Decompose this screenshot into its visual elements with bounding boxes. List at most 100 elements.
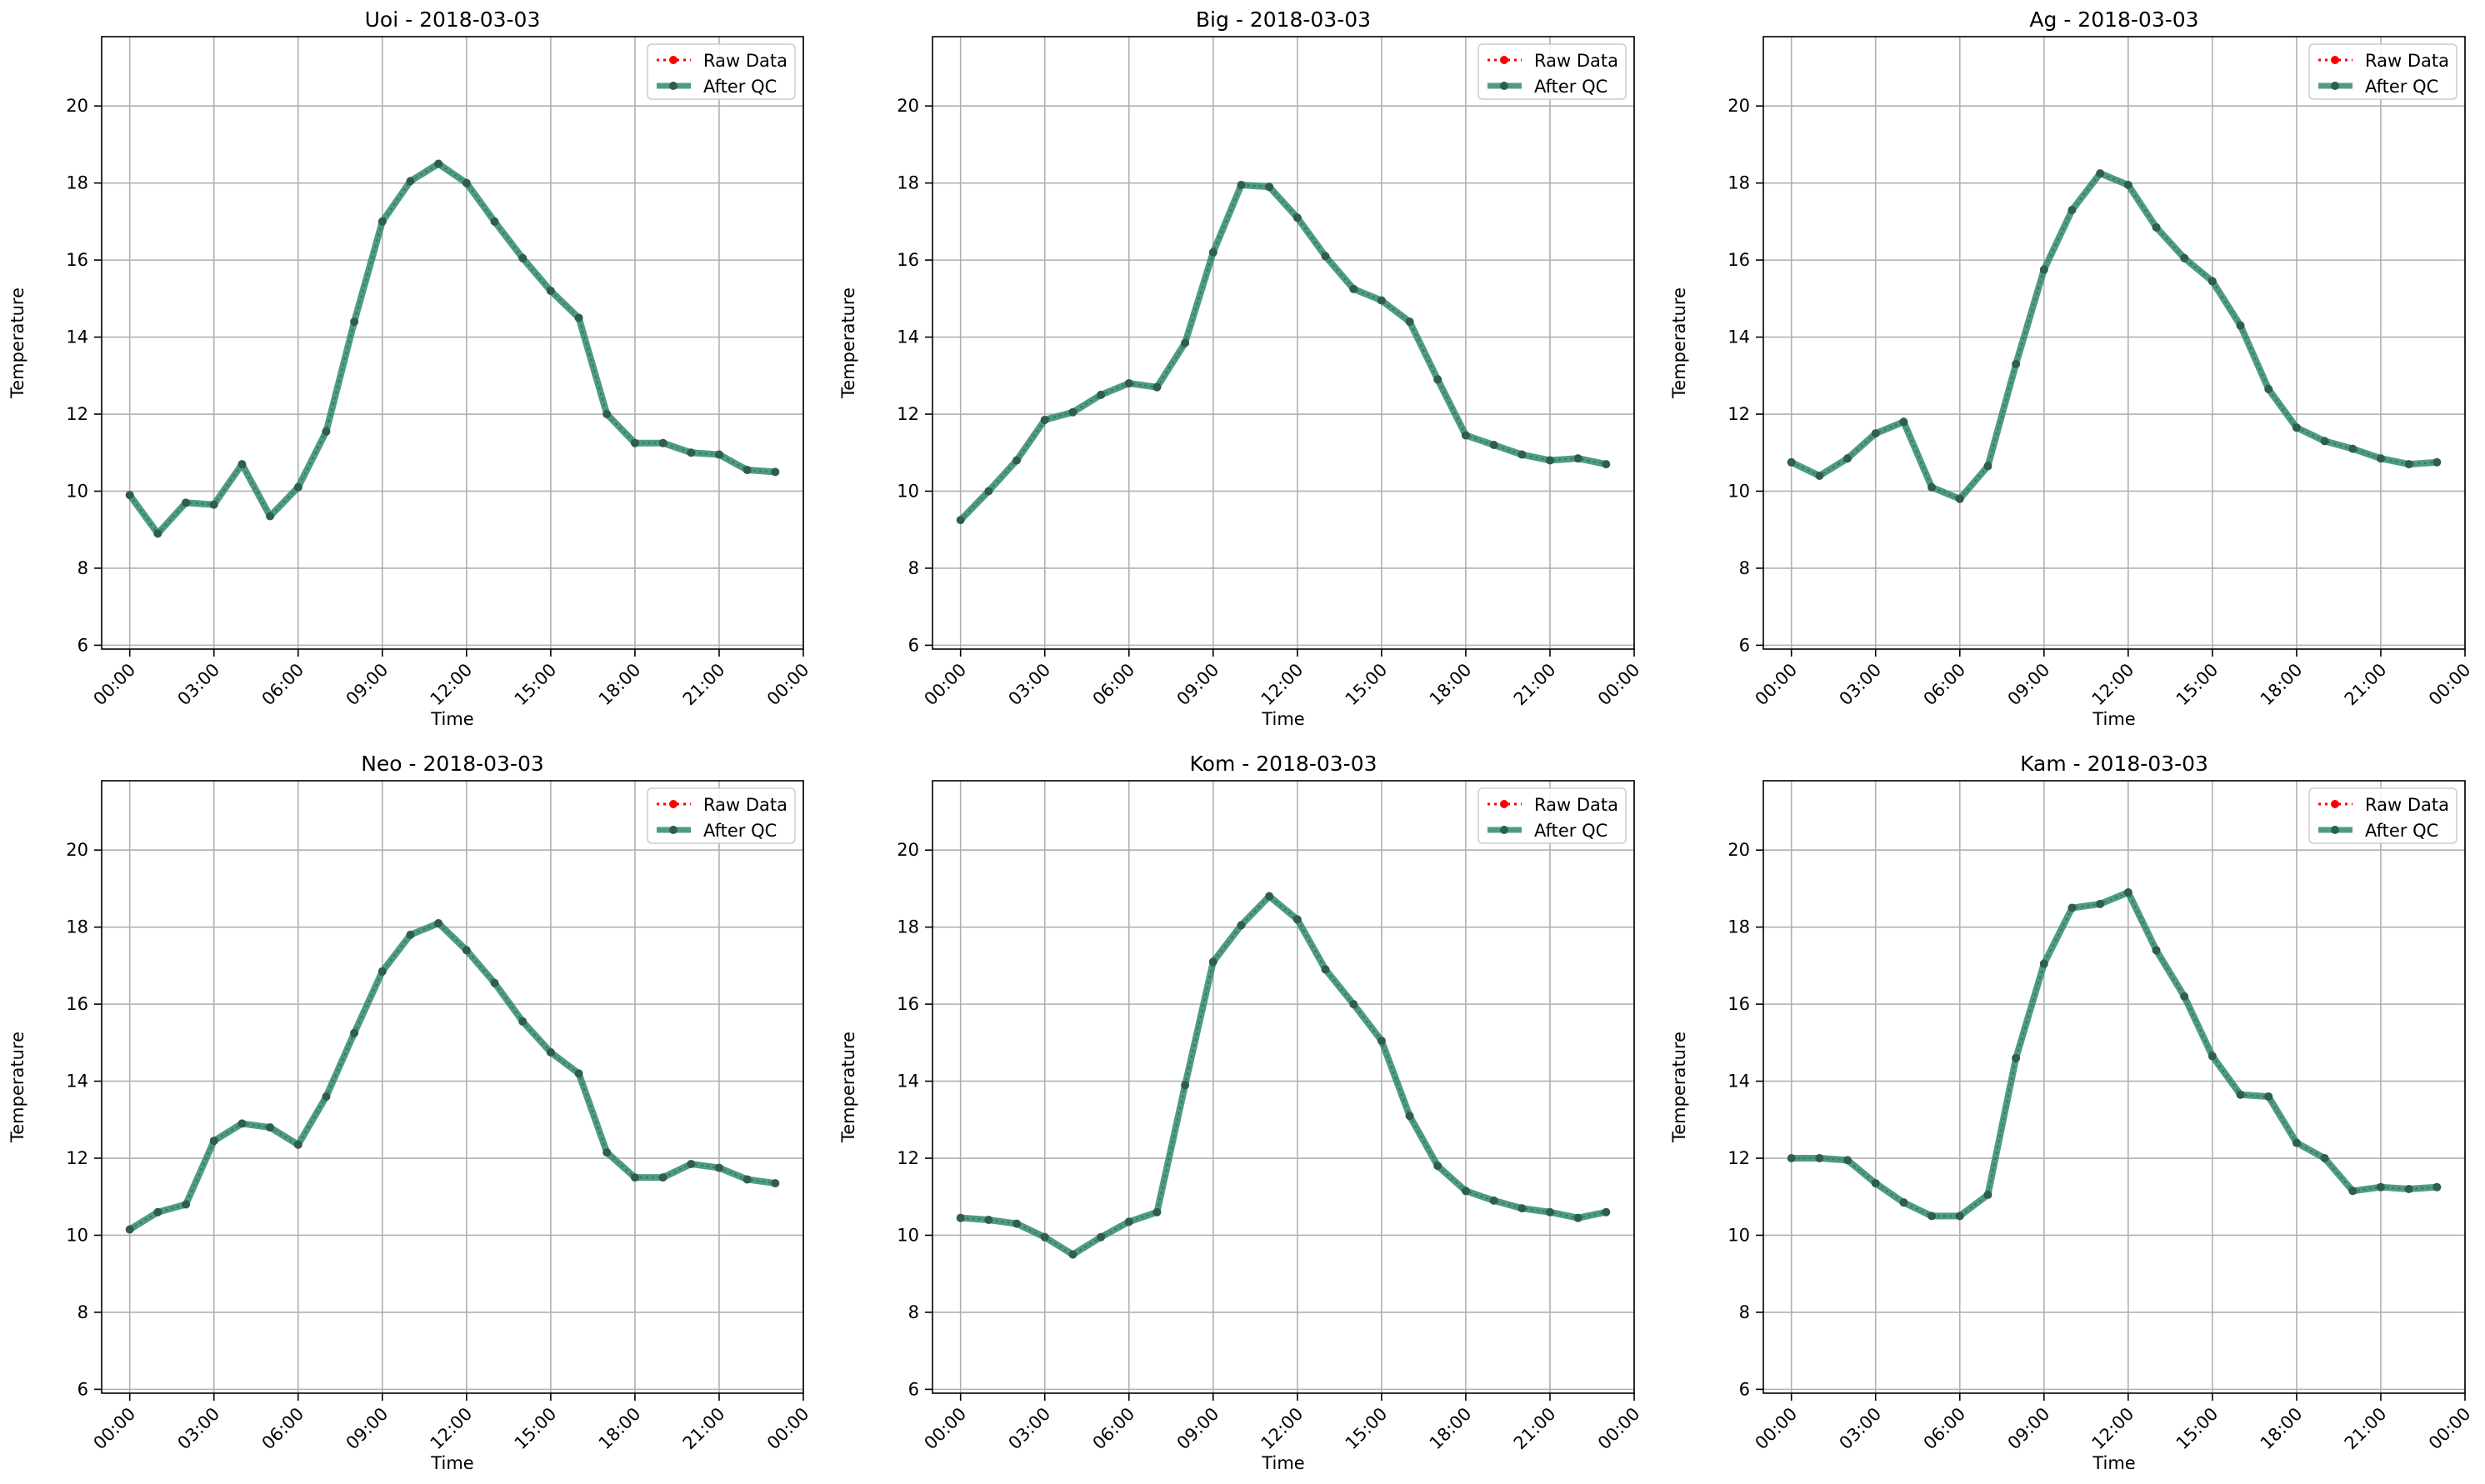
data-point — [2236, 1090, 2245, 1099]
x-tick-label: 12:00 — [2088, 660, 2138, 710]
x-tick-label: 21:00 — [1510, 1404, 1560, 1454]
x-tick-label: 15:00 — [2172, 1404, 2222, 1454]
y-tick-label: 12 — [1728, 1148, 1750, 1168]
data-point — [546, 1047, 555, 1057]
series-line-after-qc — [957, 181, 1610, 524]
x-axis-label: Time — [430, 1453, 473, 1473]
data-point — [1843, 1156, 1852, 1165]
legend-qc-marker — [2331, 826, 2339, 834]
x-tick-label: 09:00 — [2004, 660, 2054, 710]
data-point — [1787, 1154, 1796, 1163]
data-point — [1983, 1190, 1992, 1199]
data-point — [1489, 441, 1498, 449]
x-tick-label: 18:00 — [1426, 660, 1476, 710]
y-tick-label: 14 — [66, 1072, 88, 1092]
axes-frame — [101, 36, 804, 650]
data-point — [771, 1179, 780, 1188]
x-tick-label: 09:00 — [1173, 1404, 1223, 1454]
data-point — [630, 1173, 639, 1182]
data-point — [266, 512, 275, 521]
x-tick-label: 00:00 — [89, 1404, 139, 1454]
data-point — [984, 1215, 993, 1224]
data-point — [1321, 252, 1330, 261]
data-point — [322, 427, 331, 436]
data-point — [434, 919, 443, 928]
legend-qc-label: After QC — [2365, 77, 2438, 97]
axes-frame — [932, 780, 1635, 1394]
data-point — [984, 487, 993, 496]
data-point — [1545, 456, 1554, 465]
data-point — [658, 438, 668, 447]
subplot-big: 00:00 03:00 06:00 09:00 12:00 15:00 18:00 21:00… — [838, 7, 1644, 729]
data-point — [658, 1173, 668, 1182]
y-tick-label: 16 — [1728, 250, 1750, 270]
data-point — [1433, 375, 1442, 384]
series-line-after-qc — [1788, 170, 2441, 502]
data-point — [2123, 180, 2132, 189]
series-line-after-qc — [126, 160, 779, 537]
y-tick-label: 10 — [897, 1225, 919, 1245]
x-tick-label: 12:00 — [2088, 1404, 2138, 1454]
y-tick-label: 18 — [1728, 173, 1750, 193]
data-point — [1349, 284, 1358, 293]
y-tick-label: 8 — [78, 558, 88, 578]
data-point — [574, 313, 583, 322]
legend-qc-marker — [2331, 82, 2339, 90]
y-tick-label: 12 — [1728, 404, 1750, 424]
legend-qc-label: After QC — [703, 821, 777, 841]
x-tick-label: 21:00 — [679, 660, 729, 710]
x-tick-label: 06:00 — [258, 1404, 308, 1454]
data-point — [2123, 888, 2132, 897]
x-tick-label: 12:00 — [1258, 660, 1308, 710]
data-point — [238, 460, 247, 469]
axes-frame — [1762, 36, 2466, 650]
axes-frame — [1762, 780, 2466, 1394]
x-tick-label: 00:00 — [763, 660, 813, 710]
data-point — [1152, 382, 1162, 392]
data-point — [1097, 390, 1106, 399]
y-tick-label: 18 — [1728, 917, 1750, 937]
x-tick-label: 15:00 — [1342, 660, 1392, 710]
data-point — [1928, 1212, 1937, 1221]
data-point — [350, 1028, 359, 1037]
data-point — [2236, 321, 2245, 330]
data-point — [1068, 407, 1078, 417]
data-point — [1265, 892, 1274, 901]
x-tick-label: 00:00 — [1594, 1404, 1644, 1454]
data-point — [490, 978, 499, 987]
x-tick-label: 06:00 — [1920, 1404, 1970, 1454]
x-tick-label: 00:00 — [1751, 660, 1801, 710]
x-tick-label: 00:00 — [89, 660, 139, 710]
data-point — [350, 317, 359, 327]
subplot-title: Kom - 2018-03-03 — [1190, 752, 1378, 776]
x-tick-label: 00:00 — [920, 660, 970, 710]
data-point — [1899, 417, 1908, 427]
data-point — [574, 1069, 583, 1078]
data-point — [1871, 429, 1880, 438]
legend-raw-label: Raw Data — [703, 51, 788, 71]
series-line-raw-data — [1791, 891, 2438, 1217]
x-axis-label: Time — [2092, 709, 2135, 729]
y-tick-label: 18 — [897, 173, 919, 193]
data-point — [2152, 222, 2161, 232]
x-tick-label: 09:00 — [1173, 660, 1223, 710]
data-point — [2376, 454, 2385, 463]
x-tick-label: 00:00 — [1594, 660, 1644, 710]
y-axis-label: Temperature — [8, 287, 28, 399]
data-point — [2348, 1187, 2358, 1196]
x-tick-label: 15:00 — [511, 1404, 561, 1454]
y-axis-label: Temperature — [1669, 1032, 1689, 1143]
data-point — [2348, 444, 2358, 453]
legend-raw-marker — [669, 56, 678, 64]
x-tick-label: 09:00 — [342, 1404, 392, 1454]
y-tick-label: 20 — [66, 840, 88, 860]
data-point — [1518, 1204, 1527, 1213]
data-point — [266, 1123, 275, 1132]
data-point — [1181, 1081, 1190, 1090]
series-line-raw-data — [960, 895, 1607, 1256]
x-tick-label: 15:00 — [511, 660, 561, 710]
legend-qc-marker — [669, 82, 678, 90]
legend-raw-marker — [669, 800, 678, 808]
data-point — [1265, 182, 1274, 192]
x-tick-label: 03:00 — [173, 1404, 223, 1454]
